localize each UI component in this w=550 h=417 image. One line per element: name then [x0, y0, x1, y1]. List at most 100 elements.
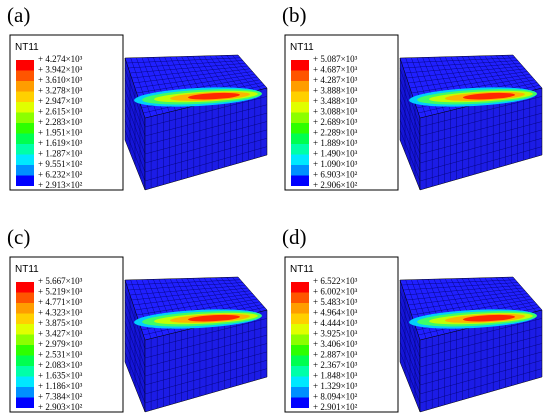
mesh-line: [144, 318, 268, 350]
mesh-line: [419, 112, 543, 146]
legend-swatch: [291, 60, 309, 71]
legend-value: + 3.925×10³: [313, 329, 358, 339]
mesh-line: [134, 71, 253, 89]
heat-contour: [463, 92, 515, 100]
legend-value: + 1.848×10³: [313, 371, 358, 381]
legend-swatch: [16, 324, 34, 335]
legend-value: + 2.531×10³: [38, 350, 83, 360]
mesh-line: [404, 63, 521, 74]
legend-value: + 2.903×10²: [38, 402, 83, 412]
panel-label: (d): [282, 225, 307, 249]
mesh-line: [128, 60, 243, 69]
mesh-line: [126, 279, 241, 286]
mesh-line: [144, 96, 268, 128]
legend-value: + 5.087×10³: [313, 54, 358, 64]
mesh-line: [419, 343, 543, 377]
panel: (a) NT11+ 4.274×10³+ 3.942×10³+ 3.610×10³…: [7, 3, 268, 191]
legend-swatch: [16, 345, 34, 356]
legend-swatch: [291, 144, 309, 155]
legend-title: NT11: [290, 42, 314, 53]
mesh-line: [419, 360, 543, 395]
legend-swatch: [16, 60, 34, 71]
legend-value: + 7.384×10²: [38, 392, 83, 402]
legend-value: + 1.619×10³: [38, 138, 83, 148]
legend-value: + 3.942×10³: [38, 65, 83, 75]
legend-value: + 6.522×10³: [313, 276, 358, 286]
panel-label: (b): [282, 3, 307, 27]
legend-swatch: [16, 355, 34, 366]
legend-title: NT11: [290, 264, 314, 275]
legend-value: + 5.219×10³: [38, 287, 83, 297]
legend-swatch: [291, 165, 309, 176]
mesh-line: [144, 368, 268, 404]
mesh-line: [419, 368, 543, 404]
legend-swatch: [16, 154, 34, 165]
panel-label: (a): [7, 3, 30, 27]
legend-swatch: [16, 70, 34, 81]
mesh-line: [419, 104, 543, 137]
legend-value: + 4.287×10³: [313, 75, 358, 85]
model-block: [124, 276, 268, 413]
legend-swatch: [16, 102, 34, 113]
legend-value: + 3.088×10³: [313, 107, 358, 117]
legend-swatch: [16, 165, 34, 176]
legend-swatch: [16, 376, 34, 387]
mesh-line: [419, 326, 543, 359]
legend-swatch: [291, 334, 309, 345]
mesh-line: [144, 121, 268, 155]
legend-value: + 1.329×10³: [313, 381, 358, 391]
mesh-line: [419, 129, 543, 164]
mesh-line: [419, 351, 543, 386]
legend-swatch: [291, 123, 309, 134]
mesh-line: [144, 146, 268, 182]
legend-title: NT11: [15, 264, 39, 275]
mesh-line: [128, 282, 243, 291]
mesh-line: [401, 57, 516, 64]
legend-swatch: [291, 397, 309, 408]
legend-swatch: [291, 133, 309, 144]
legend-swatch: [291, 366, 309, 377]
legend-swatch: [16, 334, 34, 345]
mesh-line: [136, 74, 255, 94]
legend-swatch: [291, 324, 309, 335]
legend-swatch: [291, 282, 309, 293]
mesh-line: [133, 290, 251, 306]
mesh-line: [129, 285, 246, 296]
mesh-line: [144, 138, 268, 173]
mesh-line: [144, 343, 268, 377]
legend-value: + 3.888×10³: [313, 86, 358, 96]
mesh-line: [144, 129, 268, 164]
mesh-line: [144, 326, 268, 359]
mesh-line: [133, 68, 251, 84]
legend-value: + 1.635×10³: [38, 371, 83, 381]
legend-swatch: [291, 345, 309, 356]
legend-value: + 2.615×10³: [38, 107, 83, 117]
legend-swatch: [16, 81, 34, 92]
legend-value: + 4.274×10³: [38, 54, 83, 64]
legend-value: + 2.887×10³: [313, 350, 358, 360]
legend-value: + 3.278×10³: [38, 86, 83, 96]
legend-swatch: [16, 366, 34, 377]
heat-contour: [463, 314, 515, 322]
legend-value: + 3.610×10³: [38, 75, 83, 85]
legend-value: + 3.427×10³: [38, 329, 83, 339]
legend-value: + 2.289×10³: [313, 128, 358, 138]
heat-contour: [188, 92, 240, 100]
legend-value: + 5.667×10³: [38, 276, 83, 286]
legend-value: + 2.979×10³: [38, 339, 83, 349]
mesh-line: [131, 287, 248, 301]
mesh-line: [419, 318, 543, 350]
mesh-line: [411, 296, 530, 316]
mesh-line: [401, 279, 516, 286]
panel: (c) NT11+ 5.667×10³+ 5.219×10³+ 4.771×10³…: [7, 225, 268, 413]
legend-swatch: [16, 112, 34, 123]
legend-value: + 2.913×10²: [38, 180, 83, 190]
legend-swatch: [291, 376, 309, 387]
mesh-line: [131, 65, 248, 79]
legend-value: + 1.287×10³: [38, 149, 83, 159]
legend-swatch: [16, 123, 34, 134]
mesh-line: [409, 293, 528, 311]
model-block: [399, 54, 543, 191]
mesh-line: [129, 63, 246, 74]
